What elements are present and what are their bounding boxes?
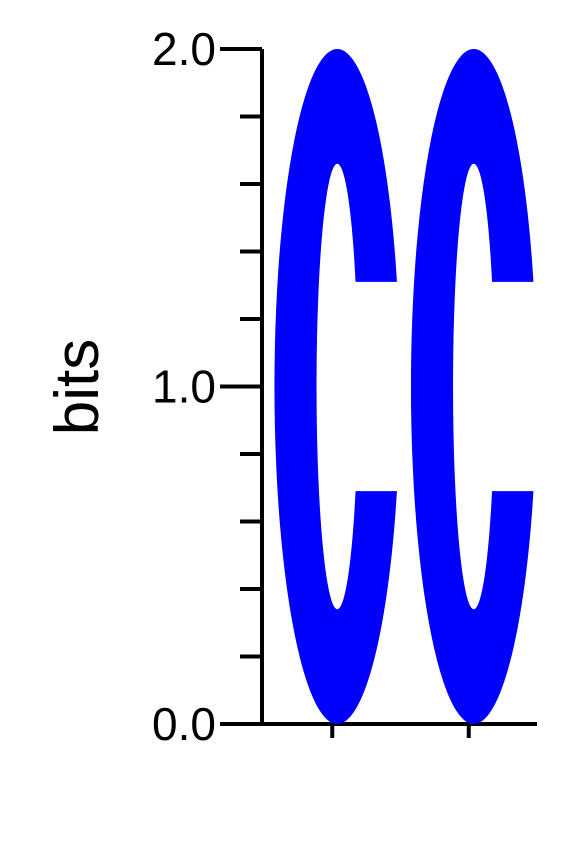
- logo-letter-c: [274, 48, 397, 725]
- y-axis-label: bits: [43, 339, 112, 435]
- y-ticks: 0.0 1.0 2.0: [152, 23, 262, 750]
- y-tick-label: 2.0: [152, 23, 216, 75]
- y-tick-label: 0.0: [152, 698, 216, 750]
- y-tick-label: 1.0: [152, 361, 216, 413]
- x-ticks: [330, 724, 471, 738]
- logo-letter-c: [410, 48, 534, 725]
- logo-letters: [274, 48, 534, 725]
